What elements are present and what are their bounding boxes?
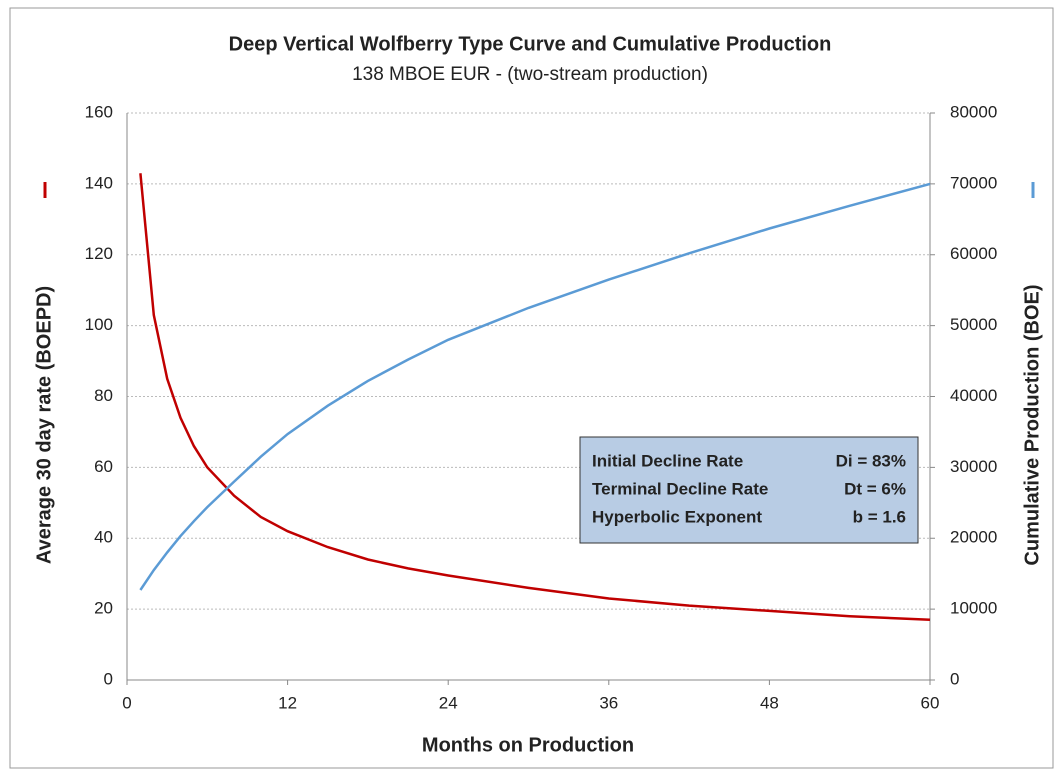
y-tick-label: 120 [85, 244, 113, 263]
y-tick-label: 0 [104, 669, 113, 688]
annotation-box [579, 436, 919, 544]
x-tick-label: 0 [122, 693, 131, 712]
y2-tick-label: 30000 [950, 457, 997, 476]
y-tick-label: 100 [85, 315, 113, 334]
chart-subtitle: 138 MBOE EUR - (two-stream production) [352, 64, 708, 85]
y-tick-label: 80 [94, 386, 113, 405]
y2-tick-label: 0 [950, 669, 959, 688]
y-tick-label: 40 [94, 528, 113, 547]
annotation-label: Initial Decline Rate [592, 451, 743, 470]
chart-border [9, 7, 1054, 769]
annotation-label: Terminal Decline Rate [592, 479, 768, 498]
x-axis-label: Months on Production [422, 734, 634, 756]
annotation-value: b = 1.6 [853, 507, 906, 526]
y2-tick-label: 40000 [950, 386, 997, 405]
series-line [139, 182, 931, 591]
x-tick-label: 24 [439, 693, 458, 712]
y2-axis-label: Cumulative Production (BOE) [1021, 284, 1043, 565]
x-tick-label: 12 [278, 693, 297, 712]
x-tick-label: 60 [921, 693, 940, 712]
annotation-label: Hyperbolic Exponent [592, 507, 762, 526]
y2-tick-label: 50000 [950, 315, 997, 334]
y2-tick-label: 80000 [950, 102, 997, 121]
series-line [139, 173, 931, 622]
y-tick-label: 140 [85, 173, 113, 192]
y2-tick-label: 20000 [950, 528, 997, 547]
y-tick-label: 20 [94, 599, 113, 618]
x-tick-label: 48 [760, 693, 779, 712]
y-tick-label: 60 [94, 457, 113, 476]
annotation-value: Di = 83% [836, 451, 906, 470]
x-tick-label: 36 [599, 693, 618, 712]
y-tick-label: 160 [85, 102, 113, 121]
y-axis-label: Average 30 day rate (BOEPD) [33, 286, 55, 564]
y2-tick-label: 10000 [950, 599, 997, 618]
y2-tick-label: 60000 [950, 244, 997, 263]
chart-title: Deep Vertical Wolfberry Type Curve and C… [229, 33, 832, 55]
y2-tick-label: 70000 [950, 173, 997, 192]
annotation-value: Dt = 6% [844, 479, 906, 498]
